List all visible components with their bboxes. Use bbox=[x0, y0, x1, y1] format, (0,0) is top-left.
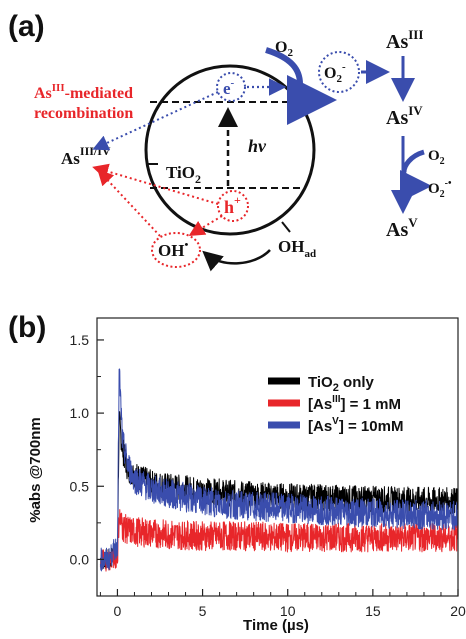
as-oxidation-curve-out bbox=[399, 169, 432, 202]
x-tick-label: 10 bbox=[280, 603, 296, 619]
superoxide-label: O2- bbox=[324, 61, 346, 85]
ohad-to-oh-arrow bbox=[202, 249, 271, 272]
oh-radical-label: OH• bbox=[158, 239, 188, 260]
y-tick-label: 1.0 bbox=[70, 405, 90, 421]
plot-frame bbox=[96, 317, 459, 597]
hole-to-as-arrow bbox=[92, 163, 219, 205]
panel-a-label: (a) bbox=[8, 10, 45, 43]
y-axis-title: %abs @700nm bbox=[27, 417, 44, 523]
electron-to-as-arrow bbox=[92, 91, 219, 151]
panel-a: (a) hv TiO2 e- h+ O2 O2- AsIII AsIV bbox=[8, 10, 452, 272]
recombination-label-line2: recombination bbox=[34, 105, 133, 122]
electron-label: e- bbox=[223, 77, 235, 98]
chain-superoxide-label: O2-• bbox=[428, 178, 452, 200]
chain-as-v-label: AsV bbox=[386, 215, 418, 241]
panel-b: (b) 0 5 10 15 20 0.0 0.5 1.0 1.5 TiO2 only [AsII… bbox=[8, 311, 466, 634]
y-tick-label: 0.0 bbox=[70, 551, 90, 567]
o2-reduction-arrow bbox=[286, 74, 337, 125]
hole-to-oh-arrow bbox=[188, 215, 223, 237]
o2-label: O2 bbox=[275, 39, 293, 59]
as-iii-iv-label: AsIII/IV bbox=[61, 144, 111, 168]
transient-absorption-chart: 0 5 10 15 20 0.0 0.5 1.0 1.5 bbox=[70, 317, 466, 619]
x-axis-title: Time (µs) bbox=[243, 617, 309, 634]
y-tick-label: 1.5 bbox=[70, 332, 90, 348]
hole-circle bbox=[217, 190, 249, 222]
chain-as-iii-label: AsIII bbox=[386, 27, 423, 53]
hv-label: hv bbox=[248, 136, 267, 156]
tio2-label: TiO2 bbox=[166, 163, 201, 186]
chain-as-iv-label: AsIV bbox=[386, 103, 423, 129]
oh-radical-circle bbox=[151, 232, 201, 268]
y-tick-label: 0.5 bbox=[70, 478, 90, 494]
superoxide-circle bbox=[318, 51, 360, 93]
x-tick-label: 15 bbox=[365, 603, 381, 619]
legend: TiO2 only [AsIII] = 1 mM [AsV] = 10mM bbox=[268, 374, 403, 435]
series-line-1 bbox=[99, 509, 458, 572]
hole-label: h+ bbox=[224, 193, 241, 217]
x-tick-label: 0 bbox=[114, 603, 122, 619]
tio2-particle-circle bbox=[144, 64, 316, 236]
electron-circle bbox=[216, 72, 246, 102]
as-oxidation-curve-in bbox=[401, 149, 425, 173]
x-tick-label: 20 bbox=[450, 603, 466, 619]
x-tick-label: 5 bbox=[199, 603, 207, 619]
recombination-label-line1: AsIII-mediated bbox=[34, 82, 133, 102]
legend-text-as-v: [AsV] = 10mM bbox=[308, 416, 403, 435]
panel-b-label: (b) bbox=[8, 311, 46, 344]
ohad-surface-tick bbox=[281, 221, 291, 233]
legend-text-tio2: TiO2 only bbox=[308, 374, 375, 394]
oh-ad-label: OHad bbox=[278, 237, 316, 260]
chain-o2-label: O2 bbox=[428, 148, 445, 167]
legend-text-as-iii: [AsIII] = 1 mM bbox=[308, 394, 401, 413]
series-line-2 bbox=[99, 368, 458, 572]
